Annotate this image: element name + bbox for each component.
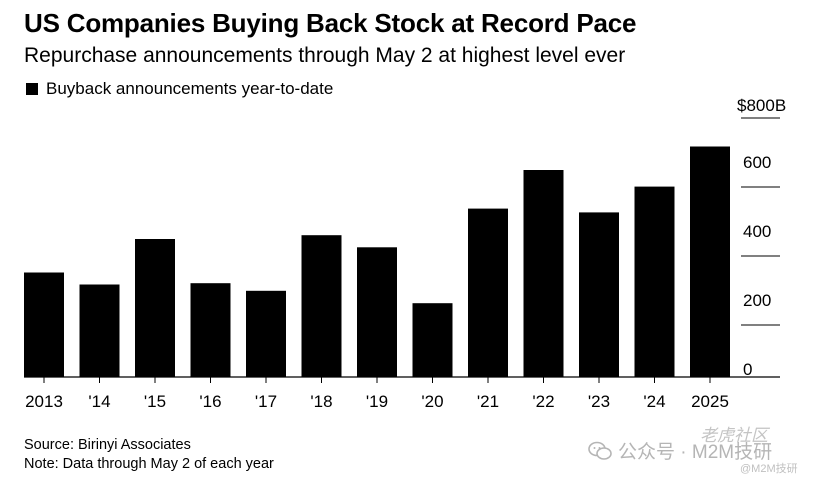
x-tick-label: '20 (421, 392, 443, 411)
source-note: Source: Birinyi Associates (24, 437, 191, 453)
chart-legend: Buyback announcements year-to-date (26, 79, 333, 99)
chart-title: US Companies Buying Back Stock at Record… (24, 8, 637, 38)
watermark-text: 公众号 · M2M技研 (588, 437, 772, 464)
bar (634, 186, 675, 377)
legend-swatch (26, 83, 38, 95)
data-note: Note: Data through May 2 of each year (24, 456, 274, 472)
x-tick-label: '21 (477, 392, 499, 411)
chart-subtitle: Repurchase announcements through May 2 a… (24, 44, 626, 67)
bar (79, 284, 120, 377)
x-tick-label: '15 (144, 392, 166, 411)
bar (301, 235, 342, 377)
legend-label: Buyback announcements year-to-date (46, 79, 334, 98)
y-top-label: $800B (737, 96, 786, 115)
bar (579, 212, 619, 377)
x-tick-label: '14 (88, 392, 110, 411)
bar (190, 283, 231, 377)
bar (24, 272, 64, 377)
bar (412, 303, 453, 377)
x-tick-label: '18 (310, 392, 332, 411)
x-tick-label: '16 (199, 392, 221, 411)
bar (246, 290, 286, 378)
x-tick-label: 2013 (25, 392, 63, 411)
watermark-corner: 老虎社区 (700, 426, 768, 445)
x-tick-label: '17 (255, 392, 277, 411)
bar (468, 208, 508, 377)
x-tick-label: '23 (588, 392, 610, 411)
bar (690, 146, 730, 377)
x-tick-label: '24 (643, 392, 665, 411)
bar (357, 247, 397, 377)
y-tick-label: 400 (743, 222, 771, 241)
labels-layer: 2013 '14 '15 '16 '17 '18 '19 '20 '21 '22 '23 '24 202… (25, 96, 786, 411)
bar (135, 239, 175, 377)
x-tick-label: '22 (532, 392, 554, 411)
bars-layer (24, 146, 730, 378)
x-tick-label: 2025 (691, 392, 729, 411)
y-tick-label: 200 (743, 291, 771, 310)
watermark-label: 公众号 · M2M技研 (618, 442, 773, 463)
y-tick-label: 600 (743, 153, 771, 172)
wechat-icon (588, 441, 612, 460)
watermark-handle: @M2M技研 (740, 463, 798, 475)
x-tick-label: '19 (366, 392, 388, 411)
y-tick-label: 0 (743, 360, 752, 379)
bar (523, 170, 564, 377)
axis-layer (24, 117, 780, 383)
